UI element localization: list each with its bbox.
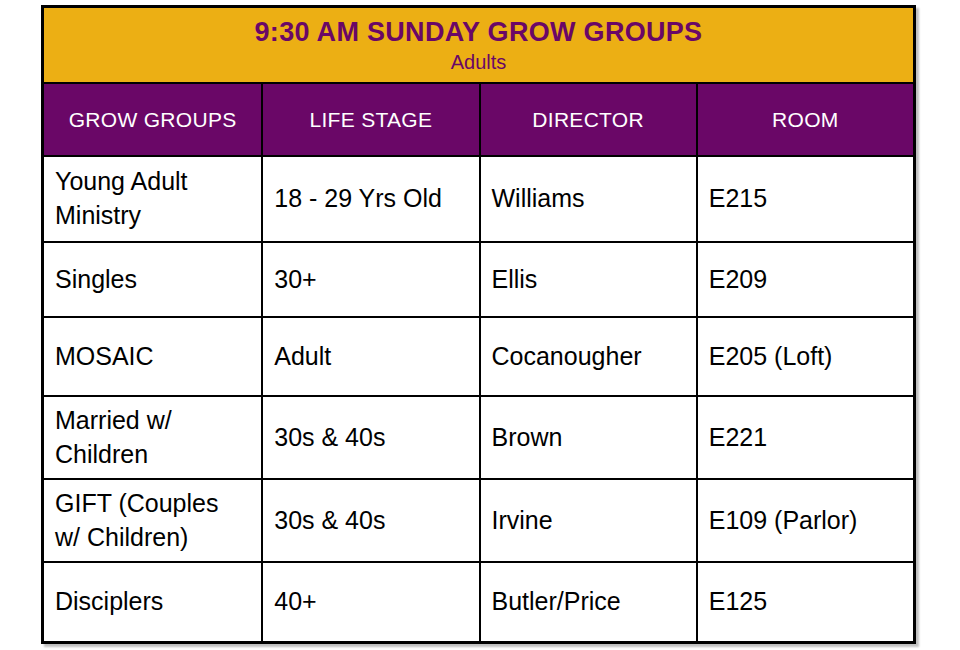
column-header-director: DIRECTOR [479,84,696,155]
cell-director: Irvine [479,480,696,561]
table-title-band: 9:30 AM SUNDAY GROW GROUPS Adults [44,8,913,84]
cell-director: Cocanougher [479,318,696,395]
cell-group: MOSAIC [44,318,261,395]
cell-group: GIFT (Couples w/ Children) [44,480,261,561]
cell-room: E109 (Parlor) [696,480,913,561]
page-subtitle: Adults [451,51,507,73]
table-row: Disciplers 40+ Butler/Price E125 [44,563,913,641]
cell-room: E209 [696,243,913,316]
cell-room: E215 [696,157,913,241]
cell-life-stage: 30s & 40s [261,397,478,478]
cell-director: Brown [479,397,696,478]
cell-group: Married w/ Children [44,397,261,478]
cell-group: Young Adult Ministry [44,157,261,241]
page-title: 9:30 AM SUNDAY GROW GROUPS [255,17,703,48]
table-row: Young Adult Ministry 18 - 29 Yrs Old Wil… [44,157,913,243]
cell-life-stage: 30s & 40s [261,480,478,561]
table-row: MOSAIC Adult Cocanougher E205 (Loft) [44,318,913,397]
grow-groups-table: 9:30 AM SUNDAY GROW GROUPS Adults GROW G… [41,5,916,644]
cell-group: Singles [44,243,261,316]
cell-life-stage: Adult [261,318,478,395]
cell-room: E125 [696,563,913,641]
cell-life-stage: 40+ [261,563,478,641]
column-header-life-stage: LIFE STAGE [261,84,478,155]
table-row: GIFT (Couples w/ Children) 30s & 40s Irv… [44,480,913,563]
cell-director: Ellis [479,243,696,316]
cell-life-stage: 30+ [261,243,478,316]
cell-director: Williams [479,157,696,241]
page-background: 9:30 AM SUNDAY GROW GROUPS Adults GROW G… [0,0,960,650]
cell-room: E221 [696,397,913,478]
column-header-room: ROOM [696,84,913,155]
cell-group: Disciplers [44,563,261,641]
cell-room: E205 (Loft) [696,318,913,395]
table-row: Singles 30+ Ellis E209 [44,243,913,318]
cell-director: Butler/Price [479,563,696,641]
column-header-grow-groups: GROW GROUPS [44,84,261,155]
cell-life-stage: 18 - 29 Yrs Old [261,157,478,241]
table-row: Married w/ Children 30s & 40s Brown E221 [44,397,913,480]
table-header-row: GROW GROUPS LIFE STAGE DIRECTOR ROOM [44,84,913,157]
